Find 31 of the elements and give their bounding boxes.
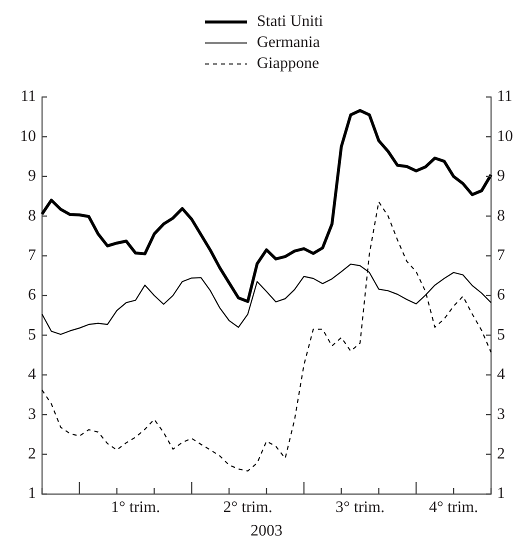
y2-tick-label: 10: [497, 128, 513, 145]
y-tick-label: 11: [20, 88, 36, 106]
y-tick-label: 2: [28, 446, 36, 463]
y2-tick-label: 6: [497, 286, 505, 304]
legend-label: Stati Uniti: [256, 12, 324, 32]
line-series: [41, 201, 492, 472]
y2-tick-label: 7: [497, 247, 505, 264]
x-tick-label: 1° trim.: [111, 498, 160, 516]
y-tick-label: 8: [28, 207, 36, 224]
y2-tick-label: 1: [497, 485, 505, 502]
x-tick-label: 2° trim.: [223, 498, 272, 516]
y2-tick-label: 2: [497, 446, 505, 463]
y-tick-label: 7: [28, 247, 36, 264]
y2-tick-label: 11: [497, 88, 512, 106]
x-tick-label: 4° trim.: [429, 498, 478, 516]
y2-tick-label: 4: [497, 366, 505, 384]
y-tick-label: 9: [28, 168, 36, 185]
legend-label: Giappone: [256, 54, 320, 74]
y-tick-label: 4: [28, 366, 36, 384]
legend-label: Germania: [256, 33, 320, 53]
x-tick-label: 3° trim.: [336, 498, 385, 516]
y-tick-label: 6: [28, 286, 36, 304]
x-axis-title: 2003: [250, 522, 282, 540]
y-tick-label: 10: [20, 128, 36, 145]
y-tick-label: 5: [28, 326, 36, 344]
y2-tick-label: 3: [497, 406, 505, 423]
y-tick-label: 1: [28, 485, 36, 502]
y2-tick-label: 5: [497, 326, 505, 344]
y2-tick-label: 9: [497, 168, 505, 185]
y2-tick-label: 8: [497, 207, 505, 224]
y-tick-label: 3: [28, 406, 36, 423]
